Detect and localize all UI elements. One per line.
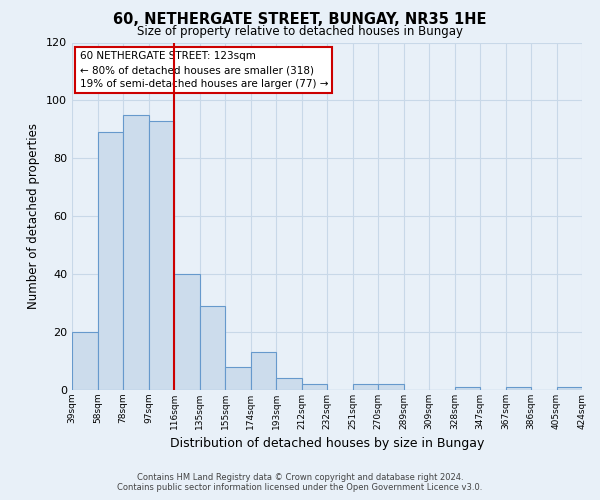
Bar <box>455 387 480 390</box>
Bar <box>276 378 302 390</box>
Text: 60, NETHERGATE STREET, BUNGAY, NR35 1HE: 60, NETHERGATE STREET, BUNGAY, NR35 1HE <box>113 12 487 28</box>
X-axis label: Distribution of detached houses by size in Bungay: Distribution of detached houses by size … <box>170 438 484 450</box>
Bar <box>353 384 378 390</box>
Bar <box>72 332 97 390</box>
Bar <box>97 132 123 390</box>
Bar <box>557 387 582 390</box>
Bar <box>378 384 404 390</box>
Bar <box>174 274 199 390</box>
Y-axis label: Number of detached properties: Number of detached properties <box>28 123 40 309</box>
Bar <box>123 115 149 390</box>
Bar <box>225 367 251 390</box>
Text: Contains HM Land Registry data © Crown copyright and database right 2024.
Contai: Contains HM Land Registry data © Crown c… <box>118 473 482 492</box>
Bar <box>251 352 276 390</box>
Bar <box>302 384 327 390</box>
Text: 60 NETHERGATE STREET: 123sqm
← 80% of detached houses are smaller (318)
19% of s: 60 NETHERGATE STREET: 123sqm ← 80% of de… <box>80 51 328 89</box>
Bar <box>149 120 174 390</box>
Bar <box>199 306 225 390</box>
Bar <box>505 387 531 390</box>
Text: Size of property relative to detached houses in Bungay: Size of property relative to detached ho… <box>137 25 463 38</box>
